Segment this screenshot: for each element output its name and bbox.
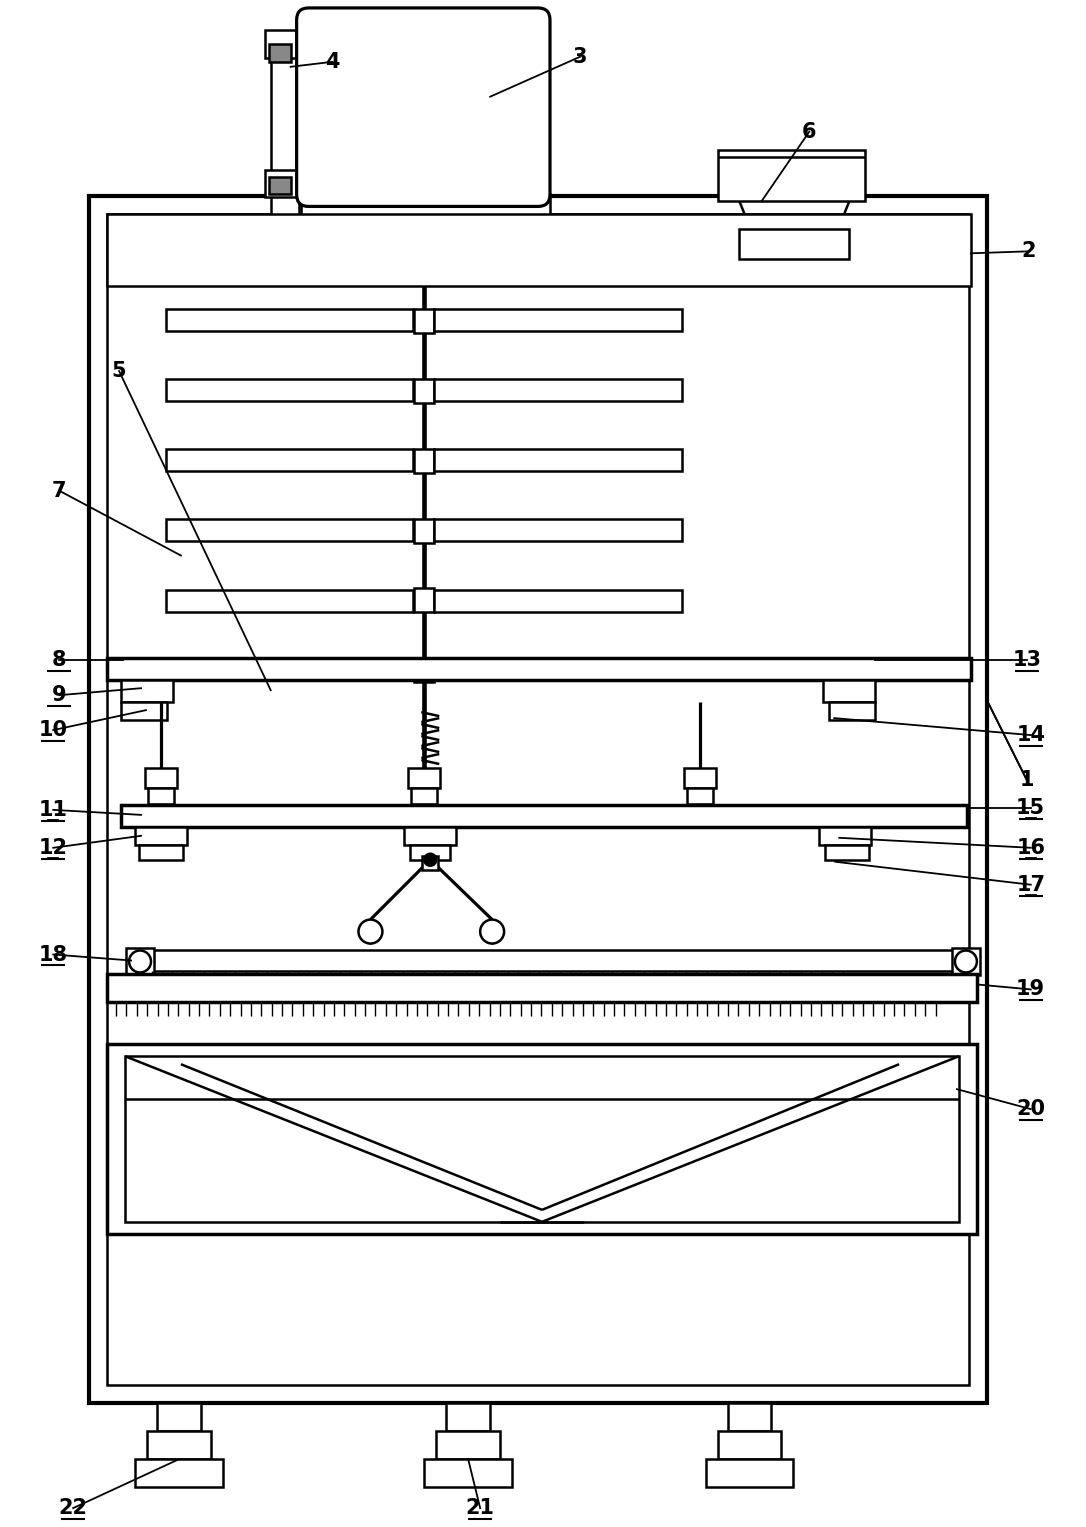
Text: 22: 22 — [59, 1498, 88, 1518]
Bar — [89, 197, 987, 1403]
Bar — [740, 229, 849, 260]
Text: 10: 10 — [39, 721, 67, 741]
Bar — [108, 658, 971, 680]
Text: 14: 14 — [1016, 725, 1045, 745]
Bar — [121, 702, 167, 721]
Text: 8: 8 — [52, 651, 66, 670]
Bar — [265, 31, 303, 58]
Bar — [830, 702, 875, 721]
Text: 6: 6 — [803, 122, 817, 142]
Circle shape — [129, 950, 151, 973]
Bar — [412, 788, 438, 803]
Bar — [686, 788, 712, 803]
Text: 17: 17 — [1016, 875, 1045, 895]
Bar — [121, 680, 173, 702]
Bar — [166, 519, 414, 541]
Bar — [437, 1431, 501, 1460]
Bar — [108, 974, 977, 1002]
Bar — [126, 948, 154, 976]
Text: 20: 20 — [1016, 1099, 1045, 1119]
Bar — [157, 1403, 201, 1431]
Bar — [135, 1460, 223, 1487]
Bar — [415, 588, 434, 612]
Text: 12: 12 — [39, 838, 67, 858]
Bar — [819, 826, 871, 844]
Circle shape — [425, 854, 437, 866]
Bar — [108, 214, 971, 286]
Bar — [415, 379, 434, 403]
Text: 16: 16 — [1016, 838, 1045, 858]
Bar — [434, 519, 682, 541]
Bar — [684, 768, 716, 788]
Bar — [422, 855, 439, 870]
Bar — [706, 1460, 794, 1487]
Bar — [434, 379, 682, 402]
Text: 5: 5 — [112, 360, 126, 382]
Bar — [301, 194, 550, 223]
Bar — [268, 44, 291, 61]
Bar — [411, 844, 451, 860]
Bar — [823, 680, 875, 702]
Bar — [434, 591, 682, 612]
Bar — [147, 1431, 211, 1460]
Bar — [135, 826, 187, 844]
Bar — [718, 1431, 782, 1460]
Bar — [434, 308, 682, 331]
Text: 11: 11 — [39, 800, 67, 820]
Bar — [268, 177, 291, 194]
Bar — [425, 1460, 513, 1487]
Text: 4: 4 — [326, 52, 340, 72]
Text: 18: 18 — [39, 945, 67, 965]
Text: 9: 9 — [52, 686, 66, 705]
Bar — [108, 214, 969, 1385]
Text: 13: 13 — [1012, 651, 1041, 670]
Text: 3: 3 — [572, 47, 588, 67]
Bar — [146, 768, 177, 788]
FancyBboxPatch shape — [296, 8, 550, 206]
Bar — [148, 788, 174, 803]
Bar — [422, 253, 439, 266]
Bar — [415, 658, 434, 683]
Bar — [265, 169, 303, 197]
Bar — [952, 948, 980, 976]
Bar — [121, 805, 967, 826]
Bar — [415, 449, 434, 473]
Bar — [131, 950, 955, 971]
Text: 7: 7 — [52, 481, 66, 501]
Circle shape — [955, 950, 977, 973]
Circle shape — [358, 919, 382, 944]
Text: 2: 2 — [1022, 241, 1036, 261]
Bar — [446, 1403, 490, 1431]
Bar — [408, 768, 440, 788]
Bar — [125, 1057, 959, 1222]
Bar — [270, 32, 299, 217]
Bar — [415, 308, 434, 333]
Bar — [139, 844, 182, 860]
Bar — [434, 449, 682, 470]
Bar — [166, 449, 414, 470]
Bar — [108, 1044, 977, 1234]
Bar — [718, 150, 866, 202]
Bar — [166, 308, 414, 331]
Bar — [415, 519, 434, 542]
Text: 19: 19 — [1016, 979, 1046, 999]
Bar — [166, 591, 414, 612]
Bar — [728, 1403, 771, 1431]
Bar — [404, 826, 456, 844]
Text: 15: 15 — [1016, 799, 1046, 818]
Text: 1: 1 — [1020, 770, 1034, 789]
Text: 21: 21 — [466, 1498, 494, 1518]
Circle shape — [480, 919, 504, 944]
Bar — [825, 844, 869, 860]
Bar — [166, 379, 414, 402]
